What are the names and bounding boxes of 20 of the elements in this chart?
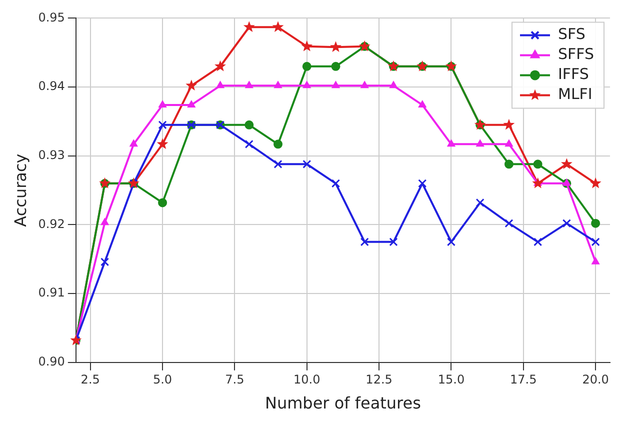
y-axis-title: Accuracy <box>10 154 30 227</box>
x-tick-label: 12.5 <box>366 372 392 387</box>
x-tick-label: 17.5 <box>510 372 537 387</box>
x-axis-title: Number of features <box>264 394 421 413</box>
x-tick-label: 15.0 <box>438 372 465 387</box>
legend-label: MLFI <box>558 85 592 104</box>
y-tick-label: 0.92 <box>38 216 65 231</box>
y-tick-label: 0.94 <box>38 79 65 94</box>
x-tick-label: 5.0 <box>152 372 172 387</box>
y-tick-label: 0.93 <box>38 148 65 162</box>
legend-label: IFFS <box>558 65 589 84</box>
y-tick-label: 0.95 <box>38 10 65 24</box>
x-tick-label: 20.0 <box>582 372 609 387</box>
y-tick-label: 0.90 <box>38 354 65 369</box>
y-tick-label: 0.91 <box>38 286 65 300</box>
legend-label: SFFS <box>558 45 594 64</box>
x-tick-label: 7.5 <box>225 372 244 387</box>
x-tick-label: 10.0 <box>294 372 320 387</box>
x-tick-label: 2.5 <box>80 372 100 387</box>
legend-label: SFS <box>558 25 586 44</box>
